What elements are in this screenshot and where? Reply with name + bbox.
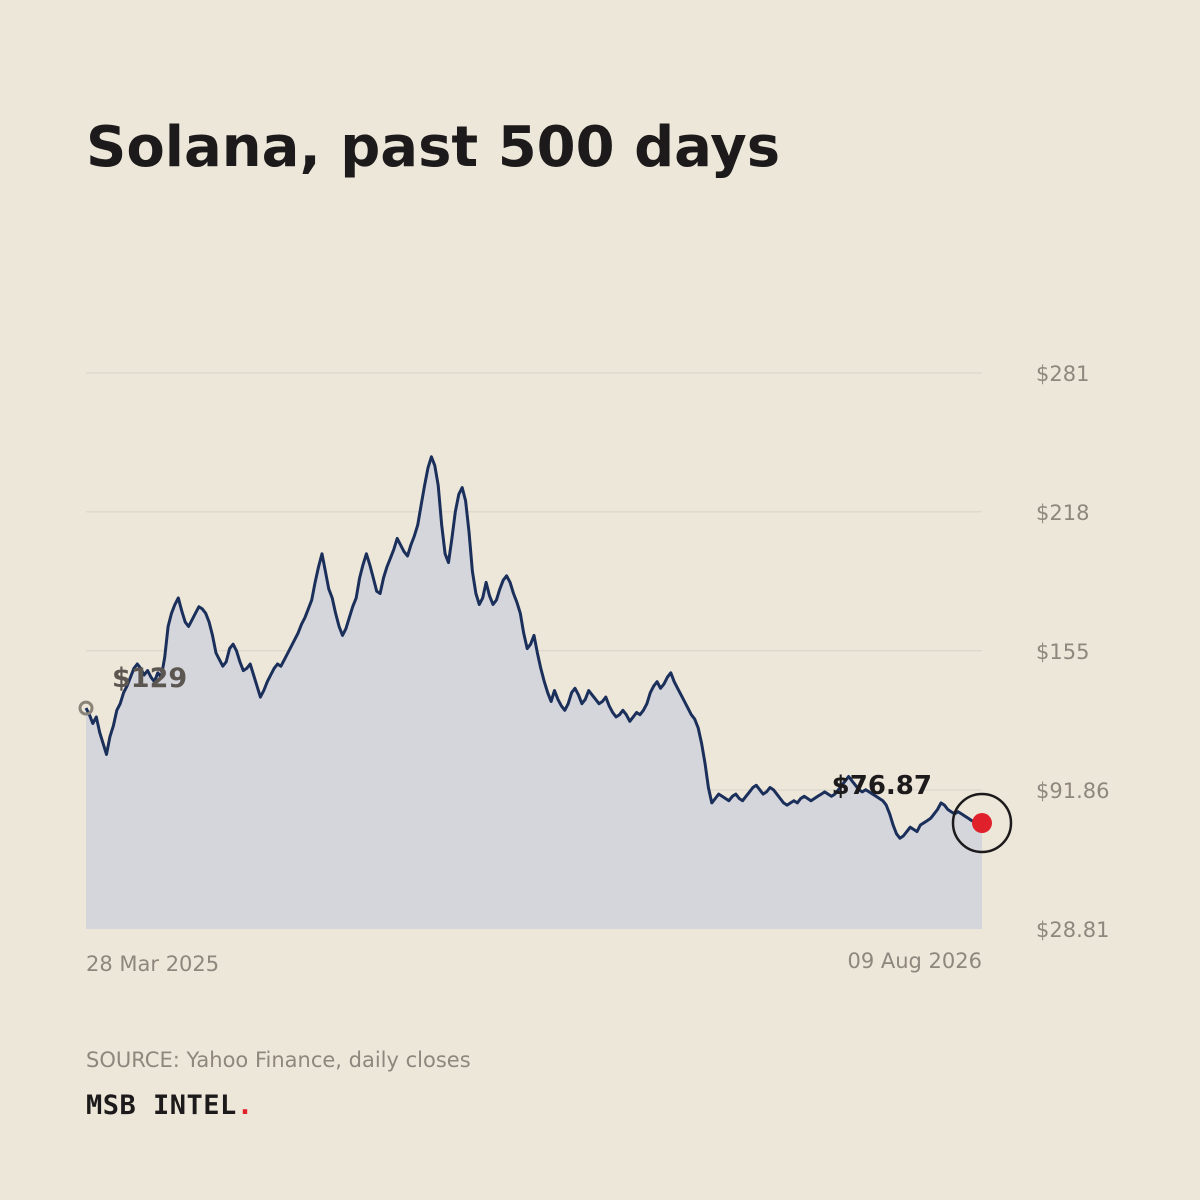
brand-logo: MSB INTEL.: [86, 1090, 254, 1121]
y-tick-label: $28.81: [1036, 918, 1109, 942]
brand-name: MSB INTEL: [86, 1090, 237, 1121]
y-axis-ticks: $281 $218 $155 $91.86 $28.81: [1036, 362, 1109, 942]
source-note: SOURCE: Yahoo Finance, daily closes: [86, 1048, 471, 1072]
end-point-highlight-ring: [951, 792, 1013, 854]
end-value-label: $76.87: [832, 771, 932, 801]
start-point-marker: [78, 700, 94, 716]
start-value-label: $129: [112, 663, 187, 694]
x-axis-start-label: 28 Mar 2025: [86, 952, 219, 976]
y-tick-label: $218: [1036, 501, 1089, 525]
y-tick-label: $155: [1036, 640, 1089, 664]
price-line: [84, 455, 983, 840]
chart-title: Solana, past 500 days: [86, 115, 781, 180]
price-area: [86, 456, 982, 929]
y-tick-label: $91.86: [1036, 779, 1109, 803]
end-point-marker: [972, 813, 992, 834]
x-axis-end-label: 09 Aug 2026: [847, 949, 982, 973]
brand-dot: .: [236, 1090, 254, 1121]
y-tick-label: $281: [1036, 362, 1089, 386]
